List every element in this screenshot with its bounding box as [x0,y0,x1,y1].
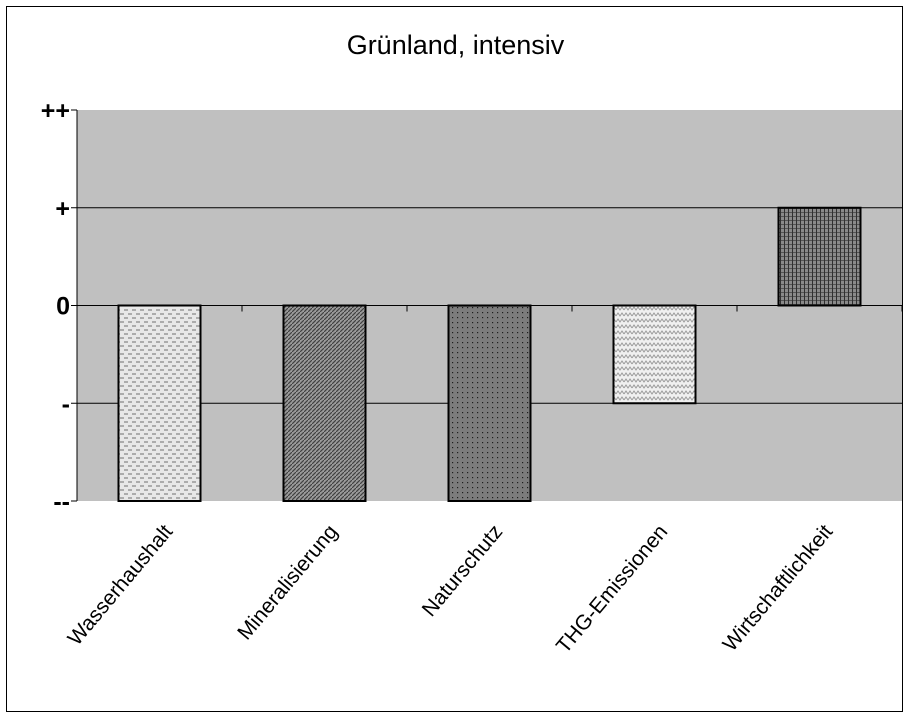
x-tick-label: Naturschutz [418,520,508,621]
y-tick-label: 0 [56,293,70,321]
bar-wirtschaftlichkeit [777,206,862,307]
y-tick-label: + [55,195,70,223]
x-tick-label: Wirtschaftlichkeit [718,520,837,656]
bar-wasserhaushalt [117,304,202,502]
y-tick-label: - [62,390,70,418]
x-tick-label: THG-Emissionen [552,520,672,657]
bar-naturschutz [447,304,532,502]
chart-title: Grünland, intensiv [346,30,565,60]
y-tick-label: -- [53,488,70,516]
bar-mineralisierung [282,304,367,502]
x-tick-label: Mineralisierung [233,520,342,644]
y-tick-label: ++ [41,97,70,125]
x-tick-label: Wasserhaushalt [63,520,177,650]
bar-thg-emissionen [612,304,697,405]
